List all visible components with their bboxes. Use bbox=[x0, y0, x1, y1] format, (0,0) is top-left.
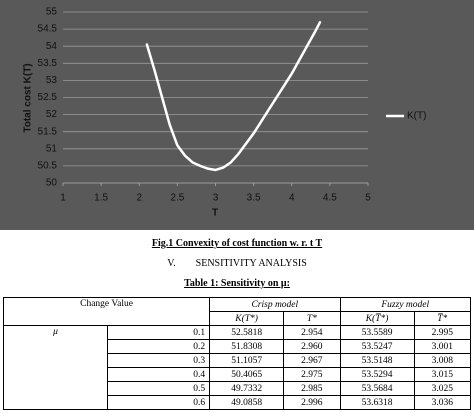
table-row: 0.6 49.0858 2.996 53.6318 3.036 bbox=[4, 395, 472, 410]
table-cell: 2.995 bbox=[413, 325, 472, 340]
y-axis-label: Total cost K(T) bbox=[23, 63, 34, 132]
x-tick-label: 4 bbox=[289, 193, 295, 204]
table-cell: 53.5684 bbox=[339, 381, 415, 396]
x-tick-label: 1.5 bbox=[94, 193, 108, 204]
table-cell: 0.1 bbox=[106, 325, 211, 340]
header-cell: Crisp model bbox=[209, 297, 341, 312]
table-row: 0.5 49.7332 2.985 53.5684 3.025 bbox=[4, 381, 472, 396]
y-tick-label: 54 bbox=[46, 41, 58, 52]
table-cell: 0.2 bbox=[106, 339, 211, 354]
table-cell: 0.5 bbox=[106, 381, 211, 396]
table-cell: K(T̅*) bbox=[339, 311, 415, 326]
x-tick-label: 3 bbox=[213, 193, 219, 204]
x-tick-label: 2 bbox=[136, 193, 142, 204]
table-cell: 2.960 bbox=[283, 339, 341, 354]
table-row: μ 0.1 52.5818 2.954 53.5589 2.995 bbox=[3, 325, 472, 410]
y-tick-label: 53 bbox=[46, 75, 58, 86]
table-cell: K(T*) bbox=[209, 311, 285, 326]
x-tick-label: 5 bbox=[365, 193, 371, 204]
table-cell: 3.015 bbox=[413, 367, 472, 382]
y-tick-label: 50 bbox=[46, 178, 58, 189]
header-cell: Change Value bbox=[2, 297, 211, 326]
table-cell: 0.6 bbox=[106, 395, 211, 410]
table-cell: 53.5294 bbox=[339, 367, 415, 382]
table-cell: 3.008 bbox=[413, 353, 472, 368]
table: Change Value Crisp model Fuzzy model K(T… bbox=[2, 297, 472, 410]
table-cell: T* bbox=[283, 311, 341, 326]
table-cell: 53.5148 bbox=[339, 353, 415, 368]
table-cell: 3.001 bbox=[413, 339, 472, 354]
table-cell: 49.7332 bbox=[209, 381, 285, 396]
table-cell: 2.967 bbox=[283, 353, 341, 368]
y-tick-label: 51.5 bbox=[38, 126, 58, 137]
table-cell: 52.5818 bbox=[209, 325, 285, 340]
table-caption: Table 1: Sensitivity on μ: bbox=[184, 278, 290, 289]
y-tick-label: 53.5 bbox=[38, 58, 58, 69]
figure-caption: Fig.1 Convexity of cost function w. r. t… bbox=[151, 238, 323, 249]
table-cell: 53.5589 bbox=[339, 325, 415, 340]
table-cell: 2.954 bbox=[283, 325, 341, 340]
legend-label: K(T) bbox=[407, 111, 426, 122]
y-tick-label: 51 bbox=[46, 143, 58, 154]
y-tick-label: 50.5 bbox=[38, 161, 58, 172]
header-cell: Fuzzy model bbox=[339, 297, 472, 312]
y-tick-label: 55 bbox=[46, 7, 58, 18]
table-cell: 2.975 bbox=[283, 367, 341, 382]
table-cell: 3.025 bbox=[413, 381, 472, 396]
x-tick-label: 1 bbox=[60, 193, 66, 204]
y-tick-label: 54.5 bbox=[38, 24, 58, 35]
table-cell: 0.4 bbox=[106, 367, 211, 382]
table-cell: μ bbox=[3, 325, 108, 410]
y-tick-label: 52 bbox=[46, 109, 58, 120]
table-cell: 50.4065 bbox=[209, 367, 285, 382]
table-cell: 49.0858 bbox=[209, 395, 285, 410]
x-axis-label: T bbox=[212, 208, 218, 219]
table-cell: 51.8308 bbox=[209, 339, 285, 354]
section-heading: V. SENSITIVITY ANALYSIS bbox=[167, 258, 307, 269]
table-cell: 3.036 bbox=[413, 395, 472, 410]
chart: T Total cost K(T) 5050.55151.55252.55353… bbox=[0, 0, 474, 230]
y-tick-label: 52.5 bbox=[38, 92, 58, 103]
table-cell: 2.996 bbox=[283, 395, 341, 410]
table-cell: 53.6318 bbox=[339, 395, 415, 410]
line bbox=[145, 21, 322, 172]
x-tick-label: 3.5 bbox=[247, 193, 261, 204]
table-cell: T̅* bbox=[413, 311, 472, 326]
x-tick-label: 2.5 bbox=[170, 193, 184, 204]
table-cell: 53.5247 bbox=[339, 339, 415, 354]
table-cell: 2.985 bbox=[283, 381, 341, 396]
x-tick-label: 4.5 bbox=[323, 193, 337, 204]
table-cell: 51.1057 bbox=[209, 353, 285, 368]
table-cell: 0.3 bbox=[106, 353, 211, 368]
